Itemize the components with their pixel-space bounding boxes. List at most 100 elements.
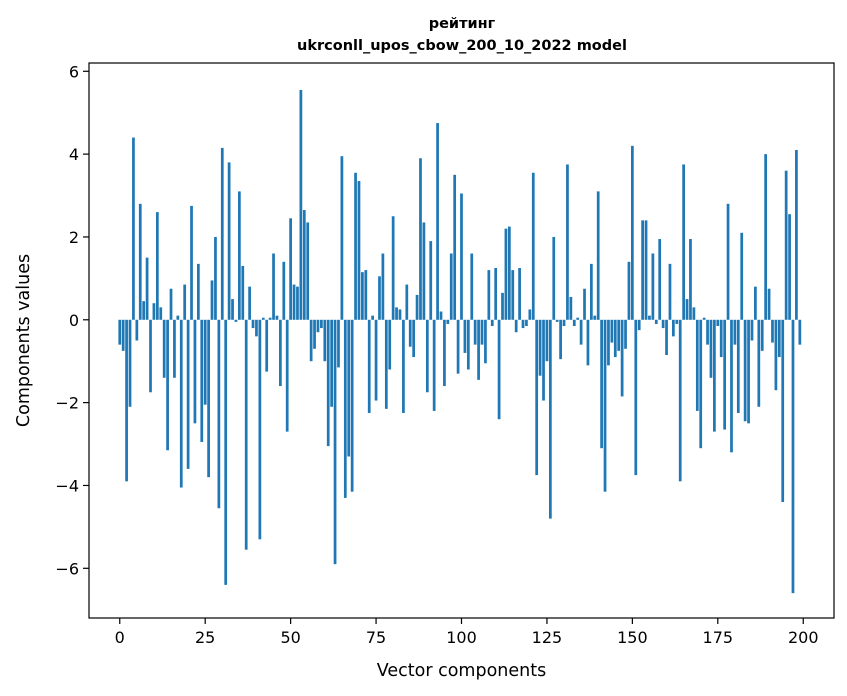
- bar: [248, 286, 251, 320]
- bar: [641, 220, 644, 320]
- bar: [490, 319, 494, 326]
- bar: [238, 191, 241, 320]
- bar: [716, 319, 720, 326]
- bar: [296, 286, 299, 320]
- x-tick-label: 150: [617, 628, 648, 647]
- bar: [162, 319, 166, 378]
- bar: [398, 309, 402, 320]
- bar: [501, 292, 504, 320]
- bar: [429, 241, 433, 320]
- y-axis-label: Components values: [14, 254, 34, 427]
- bar: [292, 284, 296, 320]
- bar: [579, 319, 583, 345]
- bar: [354, 172, 357, 320]
- bar: [607, 319, 610, 366]
- x-tick-label: 175: [703, 628, 734, 647]
- bar: [665, 319, 668, 355]
- bar: [337, 319, 340, 368]
- bar: [388, 319, 392, 370]
- bar: [425, 319, 429, 393]
- bar: [552, 236, 556, 320]
- bar: [514, 319, 518, 333]
- bar: [196, 263, 200, 320]
- bar: [624, 319, 627, 349]
- bar: [367, 319, 371, 413]
- bar: [357, 181, 361, 320]
- bar: [155, 212, 159, 320]
- bar: [456, 319, 460, 374]
- bar: [760, 319, 764, 351]
- bar-series: [118, 89, 802, 594]
- y-tick-label: 4: [69, 145, 79, 164]
- bar: [125, 319, 128, 482]
- bar: [309, 319, 313, 362]
- bar: [364, 270, 368, 320]
- bar: [203, 319, 207, 405]
- bar: [282, 261, 286, 320]
- x-tick-label: 25: [195, 628, 215, 647]
- bar: [149, 319, 152, 393]
- bar: [323, 319, 327, 362]
- bar: [285, 319, 289, 432]
- bar: [682, 164, 685, 320]
- bar: [121, 319, 125, 351]
- bar: [268, 317, 272, 320]
- bar: [754, 286, 757, 320]
- bar: [439, 311, 443, 320]
- bar: [402, 319, 405, 413]
- bar: [747, 319, 750, 424]
- bar: [477, 319, 480, 380]
- bar: [743, 319, 747, 422]
- bar: [484, 319, 487, 364]
- bar: [590, 263, 593, 320]
- bar: [173, 319, 176, 378]
- bar: [183, 284, 187, 320]
- y-tick-label: −2: [55, 394, 79, 413]
- bar: [460, 193, 463, 320]
- bar: [272, 253, 275, 320]
- bar: [227, 162, 231, 320]
- bar: [179, 319, 183, 488]
- bar: [166, 319, 169, 451]
- bar: [559, 319, 562, 360]
- x-tick-label: 200: [788, 628, 819, 647]
- bar: [613, 319, 617, 358]
- bar: [603, 319, 607, 492]
- bar: [521, 319, 525, 329]
- bar: [518, 268, 521, 320]
- x-tick-label: 75: [366, 628, 386, 647]
- bar: [449, 253, 453, 320]
- bar: [408, 319, 412, 347]
- bar: [637, 319, 641, 331]
- bar: [214, 236, 217, 320]
- bar: [302, 210, 306, 320]
- bar: [648, 315, 651, 320]
- bar: [668, 263, 672, 320]
- bar: [627, 261, 631, 320]
- x-axis-ticks: 0 25 50 75 100 125 150 175 200: [115, 618, 819, 647]
- bar: [675, 319, 679, 324]
- bar: [371, 315, 375, 320]
- bar: [145, 257, 149, 320]
- x-tick-label: 0: [115, 628, 125, 647]
- bar: [538, 319, 542, 376]
- bar: [463, 319, 467, 353]
- bar: [258, 319, 262, 540]
- bar: [497, 319, 501, 420]
- bar: [689, 239, 692, 320]
- bar: [730, 319, 733, 453]
- bar: [378, 276, 381, 320]
- bar: [723, 319, 727, 430]
- bar: [504, 228, 508, 320]
- bar: [555, 319, 559, 322]
- bar: [528, 309, 532, 320]
- bar: [217, 319, 221, 509]
- chart-title: рейтинг: [429, 16, 496, 32]
- bar: [207, 319, 210, 478]
- bar: [255, 319, 258, 337]
- x-axis-label: Vector components: [377, 661, 546, 681]
- bar: [709, 319, 713, 378]
- bar: [395, 307, 398, 320]
- bar: [234, 319, 238, 322]
